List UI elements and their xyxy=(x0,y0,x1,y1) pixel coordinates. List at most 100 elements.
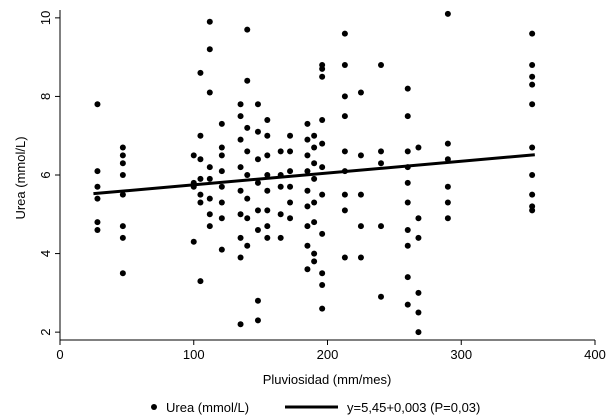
data-point xyxy=(206,223,213,230)
x-tick-label: 300 xyxy=(450,347,472,362)
data-point xyxy=(119,152,126,159)
data-point xyxy=(287,168,294,175)
data-point xyxy=(197,278,204,285)
data-point xyxy=(218,152,225,159)
data-point xyxy=(254,297,261,304)
data-point xyxy=(341,191,348,198)
data-point xyxy=(319,270,326,277)
data-point xyxy=(341,207,348,214)
data-point xyxy=(304,242,311,249)
data-point xyxy=(119,144,126,151)
data-point xyxy=(244,148,251,155)
data-point xyxy=(319,305,326,312)
legend-label-scatter: Urea (mmol/L) xyxy=(166,400,249,415)
data-point xyxy=(244,242,251,249)
x-axis-ticks: 0 100 200 300 400 xyxy=(56,340,606,362)
data-point xyxy=(404,227,411,233)
data-point xyxy=(341,254,348,261)
data-point xyxy=(119,172,126,178)
data-point xyxy=(415,215,422,222)
data-point xyxy=(94,195,101,202)
data-point xyxy=(277,148,284,155)
data-point xyxy=(319,65,326,72)
x-tick-label: 200 xyxy=(317,347,339,362)
data-point xyxy=(341,93,348,100)
data-point xyxy=(311,175,318,182)
data-point xyxy=(264,207,271,214)
data-point xyxy=(206,164,213,171)
data-point xyxy=(287,148,294,155)
data-point xyxy=(254,227,261,233)
data-point xyxy=(244,215,251,222)
data-point xyxy=(218,168,225,175)
data-point xyxy=(304,168,311,175)
data-point xyxy=(444,10,451,17)
data-point xyxy=(218,120,225,127)
data-point xyxy=(254,317,261,324)
data-point xyxy=(378,62,384,68)
data-point xyxy=(287,183,294,190)
data-point xyxy=(254,101,261,108)
data-point xyxy=(237,113,244,120)
y-tick-label: 8 xyxy=(38,93,53,100)
data-point xyxy=(357,152,364,159)
data-point xyxy=(119,160,126,167)
data-point xyxy=(357,223,364,230)
data-point xyxy=(218,246,225,253)
data-point xyxy=(415,234,422,241)
data-point xyxy=(444,140,451,147)
data-point xyxy=(311,250,318,257)
data-point xyxy=(277,234,284,241)
data-point xyxy=(119,191,126,198)
data-point xyxy=(378,148,384,155)
data-point xyxy=(237,101,244,108)
y-axis-title: Urea (mmol/L) xyxy=(13,136,28,219)
data-point xyxy=(119,234,126,241)
data-point xyxy=(529,144,536,151)
data-point xyxy=(197,156,204,163)
data-point xyxy=(444,199,451,206)
data-point xyxy=(529,30,536,37)
data-point xyxy=(311,160,318,167)
data-point xyxy=(264,172,271,178)
legend-label-line: y=5,45+0,003 (P=0,03) xyxy=(347,400,480,415)
data-point xyxy=(244,77,251,84)
data-point xyxy=(254,179,261,186)
data-point xyxy=(311,219,318,226)
data-point xyxy=(415,329,422,336)
data-point xyxy=(119,223,126,230)
data-point xyxy=(264,223,271,230)
data-point xyxy=(319,230,326,237)
data-point xyxy=(254,207,261,214)
data-point xyxy=(264,132,271,139)
data-point xyxy=(304,136,311,143)
data-point xyxy=(206,195,213,202)
data-point xyxy=(529,172,536,178)
data-points xyxy=(94,10,536,336)
data-point xyxy=(94,101,101,108)
data-point xyxy=(218,144,225,151)
data-point xyxy=(254,128,261,135)
data-point xyxy=(119,270,126,277)
y-axis-ticks: 2 4 6 8 10 xyxy=(38,11,60,336)
data-point xyxy=(94,183,101,190)
data-point xyxy=(319,117,326,123)
data-point xyxy=(206,175,213,182)
data-point xyxy=(244,195,251,202)
data-point xyxy=(341,62,348,68)
data-point xyxy=(357,89,364,96)
data-point xyxy=(254,156,261,163)
data-point xyxy=(244,172,251,178)
data-point xyxy=(341,148,348,155)
data-point xyxy=(287,215,294,222)
data-point xyxy=(404,179,411,186)
y-tick-label: 10 xyxy=(38,11,53,25)
data-point xyxy=(404,148,411,155)
data-point xyxy=(529,101,536,108)
x-tick-label: 100 xyxy=(183,347,205,362)
data-point xyxy=(218,215,225,222)
data-point xyxy=(404,274,411,281)
data-point xyxy=(197,175,204,182)
data-point xyxy=(94,168,101,175)
